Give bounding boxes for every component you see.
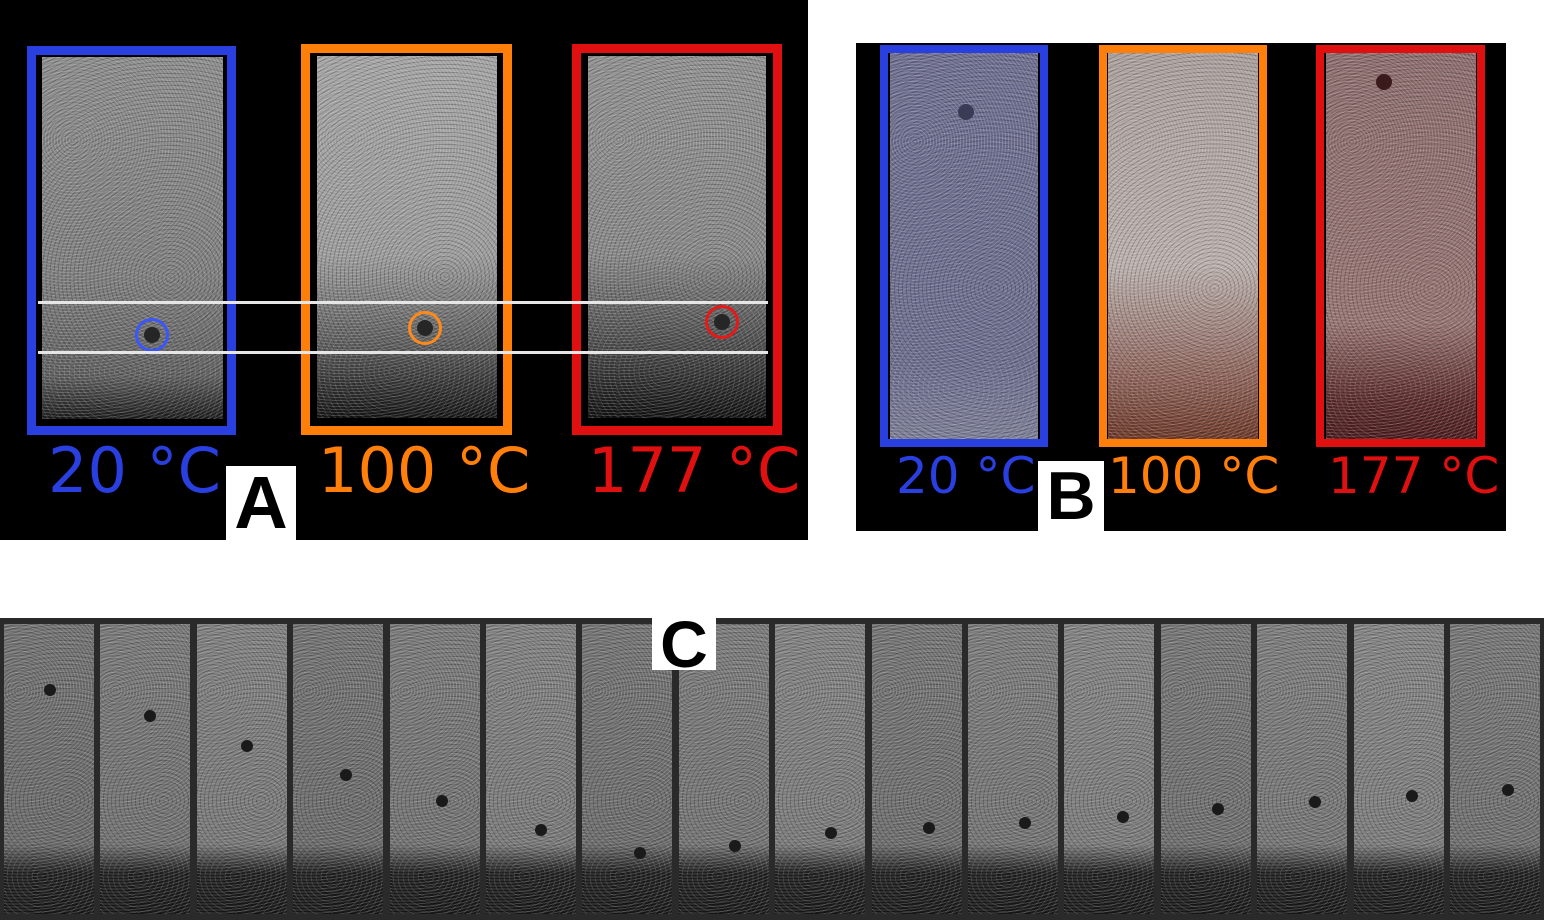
sequence-bubble bbox=[1502, 784, 1514, 796]
bubble-20c bbox=[144, 327, 160, 343]
sample-frame-20c bbox=[880, 45, 1048, 447]
sequence-bubble bbox=[1309, 796, 1321, 808]
sequence-bubble bbox=[1406, 790, 1418, 802]
sequence-bubble bbox=[144, 710, 156, 722]
sequence-frame bbox=[4, 624, 97, 914]
bubble-100c bbox=[417, 320, 433, 336]
sequence-frame bbox=[1353, 624, 1447, 914]
sequence-bubble bbox=[340, 769, 352, 781]
sample-image-100c bbox=[317, 56, 497, 418]
panel-letter-a: A bbox=[226, 466, 296, 540]
sequence-frame bbox=[775, 624, 869, 914]
sequence-bubble bbox=[436, 795, 448, 807]
temperature-label-20c: 20 °C bbox=[48, 434, 221, 507]
panel-a: 20 °C 100 °C 177 °C A bbox=[0, 0, 808, 540]
bubble-marker-177c bbox=[705, 305, 739, 339]
sequence-frame bbox=[1064, 624, 1158, 914]
panel-letter-c: C bbox=[652, 618, 716, 677]
sequence-bubble bbox=[535, 824, 547, 836]
sequence-bubble bbox=[44, 684, 56, 696]
sample-frame-20c bbox=[27, 46, 236, 435]
panel-letter-b: B bbox=[1038, 461, 1104, 531]
sample-frame-100c bbox=[1099, 45, 1267, 447]
sequence-frame bbox=[100, 624, 194, 914]
sequence-frame bbox=[293, 624, 387, 914]
sequence-bubble bbox=[634, 847, 646, 859]
sequence-frame bbox=[582, 624, 676, 914]
sequence-bubble bbox=[241, 740, 253, 752]
sequence-frame bbox=[389, 624, 483, 914]
guide-line-top bbox=[38, 301, 768, 304]
sample-frame-177c bbox=[1316, 45, 1485, 447]
sequence-frame bbox=[1160, 624, 1254, 914]
sequence-frame bbox=[486, 624, 579, 914]
sample-image-100c bbox=[1108, 53, 1258, 439]
bubble-177c bbox=[714, 314, 730, 330]
sample-image-20c bbox=[42, 57, 223, 419]
temperature-label-177c: 177 °C bbox=[588, 434, 801, 507]
temperature-label-20c: 20 °C bbox=[896, 447, 1036, 505]
sequence-frame bbox=[678, 624, 772, 914]
sequence-bubble bbox=[729, 840, 741, 852]
sequence-bubble bbox=[923, 822, 935, 834]
sequence-bubble bbox=[1117, 811, 1129, 823]
panel-c: C bbox=[0, 618, 1544, 920]
sequence-bubble bbox=[1019, 817, 1031, 829]
sequence-frame bbox=[1450, 624, 1543, 914]
bubble-177c bbox=[1376, 74, 1392, 90]
sample-frame-177c bbox=[572, 44, 782, 435]
sequence-frame bbox=[871, 624, 965, 914]
sequence-frame bbox=[196, 624, 290, 914]
sequence-frame bbox=[1257, 624, 1351, 914]
panel-b: 20 °C 100 °C 177 °C B bbox=[856, 43, 1506, 531]
sequence-frame bbox=[968, 624, 1061, 914]
bubble-marker-20c bbox=[135, 318, 169, 352]
temperature-label-100c: 100 °C bbox=[1108, 447, 1280, 505]
temperature-label-177c: 177 °C bbox=[1328, 447, 1500, 505]
sequence-bubble bbox=[825, 827, 837, 839]
guide-line-bottom bbox=[38, 351, 768, 354]
temperature-label-100c: 100 °C bbox=[318, 434, 531, 507]
bubble-marker-100c bbox=[408, 311, 442, 345]
bubble-20c bbox=[958, 104, 974, 120]
sequence-bubble bbox=[1212, 803, 1224, 815]
sample-image-177c bbox=[588, 56, 766, 418]
sample-frame-100c bbox=[301, 44, 512, 435]
sample-image-177c bbox=[1326, 53, 1476, 439]
